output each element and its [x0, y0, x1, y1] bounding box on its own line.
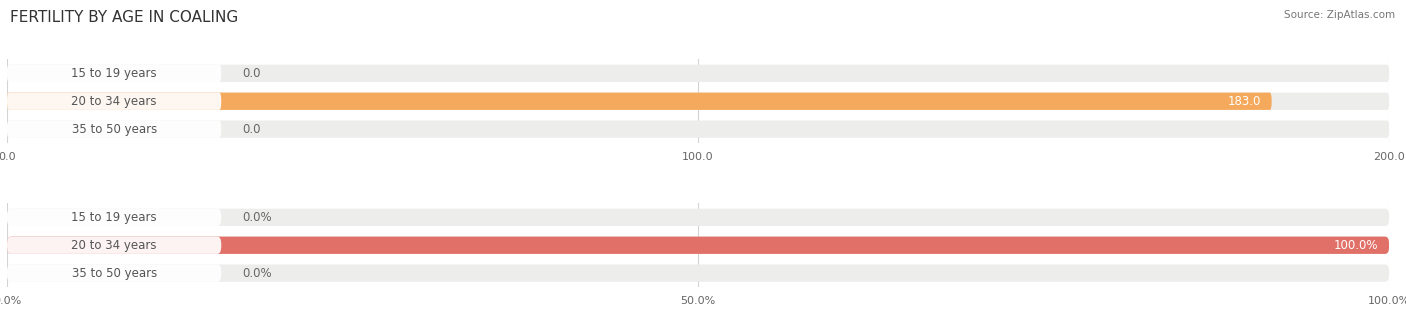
- FancyBboxPatch shape: [7, 65, 221, 82]
- Text: 35 to 50 years: 35 to 50 years: [72, 123, 156, 136]
- Text: 0.0: 0.0: [242, 123, 260, 136]
- FancyBboxPatch shape: [7, 120, 221, 138]
- Text: 20 to 34 years: 20 to 34 years: [72, 239, 157, 252]
- FancyBboxPatch shape: [7, 120, 1389, 138]
- Text: 183.0: 183.0: [1227, 95, 1261, 108]
- FancyBboxPatch shape: [7, 93, 1389, 110]
- Text: 35 to 50 years: 35 to 50 years: [72, 267, 156, 280]
- FancyBboxPatch shape: [7, 93, 221, 110]
- Text: 100.0%: 100.0%: [1333, 239, 1378, 252]
- FancyBboxPatch shape: [7, 93, 1271, 110]
- FancyBboxPatch shape: [7, 237, 1389, 254]
- Text: 0.0%: 0.0%: [242, 267, 271, 280]
- Text: 15 to 19 years: 15 to 19 years: [72, 67, 157, 80]
- FancyBboxPatch shape: [7, 265, 221, 282]
- FancyBboxPatch shape: [7, 265, 1389, 282]
- FancyBboxPatch shape: [7, 237, 1389, 254]
- FancyBboxPatch shape: [7, 65, 1389, 82]
- FancyBboxPatch shape: [7, 209, 1389, 226]
- Text: 0.0%: 0.0%: [242, 211, 271, 224]
- FancyBboxPatch shape: [7, 209, 221, 226]
- Text: FERTILITY BY AGE IN COALING: FERTILITY BY AGE IN COALING: [10, 10, 238, 25]
- Text: Source: ZipAtlas.com: Source: ZipAtlas.com: [1284, 10, 1395, 20]
- FancyBboxPatch shape: [7, 237, 221, 254]
- Text: 20 to 34 years: 20 to 34 years: [72, 95, 157, 108]
- Text: 15 to 19 years: 15 to 19 years: [72, 211, 157, 224]
- Text: 0.0: 0.0: [242, 67, 260, 80]
